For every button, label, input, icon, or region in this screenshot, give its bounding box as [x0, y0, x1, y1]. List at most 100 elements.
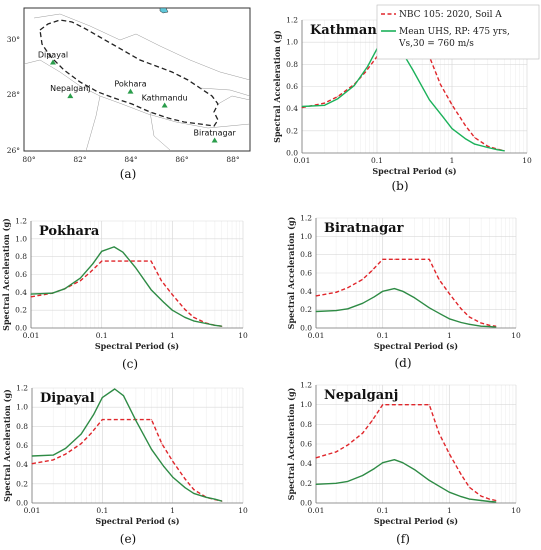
- city-label: Nepalganj: [50, 84, 90, 93]
- legend-box: [376, 4, 540, 60]
- chart-title: Nepalganj: [324, 388, 398, 403]
- data-point-nbc: [480, 495, 482, 497]
- data-point-uhs: [193, 320, 195, 322]
- data-point-nbc: [364, 71, 366, 73]
- data-point-nbc: [438, 278, 440, 280]
- data-point-nbc: [337, 95, 339, 98]
- y-tick-label: 0.6: [286, 82, 298, 91]
- y-tick-label: 0.8: [300, 420, 312, 429]
- map-y-tick: 30°: [7, 35, 21, 44]
- legend: NBC 105: 2020, Soil A Mean UHS, RP: 475 …: [376, 4, 540, 60]
- chart-panel-d: 0.0 0.2 0.4 0.6 0.8 1.0 1.2 0.01 0.1 1 10 Biratnaga…: [286, 214, 521, 371]
- chart-title: Kathmandu: [310, 23, 395, 38]
- x-tick-label: 1: [450, 156, 455, 165]
- y-axis-label: Spectral Acceleration (g): [272, 30, 282, 143]
- data-point-uhs: [367, 65, 369, 68]
- y-axis-label: Spectral Acceleration (g): [1, 218, 11, 331]
- data-point-uhs: [335, 310, 337, 312]
- y-tick-label: 0.0: [15, 324, 27, 333]
- data-point-uhs: [172, 476, 174, 478]
- data-point-nbc: [193, 489, 195, 491]
- data-point-uhs: [64, 288, 66, 290]
- data-point-nbc: [315, 295, 317, 297]
- y-tick-label: 1.2: [16, 384, 28, 393]
- map-x-tick: 84°: [124, 155, 138, 164]
- y-tick-label: 1.0: [300, 232, 312, 241]
- city-marker-icon: [211, 137, 218, 143]
- data-point-uhs: [468, 498, 470, 500]
- x-tick-label: 0.01: [294, 156, 311, 165]
- x-tick-label: 10: [238, 331, 248, 340]
- series-line-uhs: [30, 246, 222, 327]
- caption-f: (f): [396, 532, 410, 546]
- data-point-nbc: [488, 498, 491, 500]
- x-tick-label: 0.1: [371, 156, 383, 165]
- data-point-uhs: [122, 251, 124, 253]
- data-point-nbc: [335, 451, 337, 453]
- data-point-nbc: [184, 478, 186, 480]
- y-axis-label: Spectral Acceleration (g): [286, 216, 296, 329]
- legend-uhs-label-line2: Vs,30 = 760 m/s: [398, 39, 474, 49]
- data-point-nbc: [382, 404, 384, 406]
- caption-c: (c): [122, 357, 138, 371]
- y-tick-label: 0.8: [286, 60, 298, 69]
- data-point-uhs: [51, 292, 53, 294]
- data-point-nbc: [495, 499, 497, 502]
- series-line-nbc: [30, 260, 222, 327]
- data-point-nbc: [301, 107, 303, 109]
- data-point-uhs: [315, 483, 317, 485]
- data-point-uhs: [373, 468, 375, 470]
- data-point-uhs: [214, 498, 216, 500]
- map-y-axis-labels: 30° 28° 26°: [7, 35, 21, 155]
- data-point-uhs: [337, 98, 339, 100]
- data-point-nbc: [52, 459, 54, 461]
- x-tick-label: 0.1: [377, 331, 389, 340]
- caption-e: (e): [120, 532, 136, 546]
- data-point-uhs: [150, 289, 152, 291]
- legend-uhs-label: Mean UHS, RP: 475 yrs,: [399, 27, 510, 37]
- data-point-uhs: [30, 293, 32, 295]
- series-line-nbc: [315, 404, 497, 502]
- data-point-uhs: [440, 486, 442, 488]
- y-tick-label: 1.0: [15, 234, 27, 243]
- x-tick-label: 10: [511, 331, 521, 340]
- x-axis-label: Spectral Period (s): [95, 516, 179, 526]
- data-point-nbc: [172, 460, 174, 462]
- x-tick-label: 10: [511, 506, 521, 515]
- map-x-tick: 80°: [22, 155, 36, 164]
- y-tick-label: 0.6: [16, 441, 28, 450]
- data-point-nbc: [474, 136, 476, 139]
- data-point-uhs: [464, 138, 466, 140]
- y-tick-label: 0.2: [15, 306, 27, 315]
- data-point-uhs: [362, 302, 364, 304]
- y-tick-label: 0.6: [300, 440, 312, 449]
- data-point-uhs: [184, 316, 186, 318]
- data-point-uhs: [347, 308, 349, 310]
- x-axis-label: Spectral Period (s): [374, 516, 458, 526]
- city-marker-icon: [127, 88, 134, 94]
- data-point-uhs: [382, 290, 384, 292]
- data-point-nbc: [448, 453, 450, 455]
- x-axis-label: Spectral Period (s): [372, 166, 456, 176]
- x-tick-label: 0.1: [96, 331, 108, 340]
- nepal-border: [39, 19, 219, 127]
- x-tick-label: 0.01: [308, 331, 325, 340]
- data-point-uhs: [114, 388, 116, 390]
- map-x-tick: 88°: [226, 155, 240, 164]
- data-point-uhs: [393, 288, 395, 290]
- data-point-uhs: [335, 482, 337, 484]
- y-tick-label: 0.6: [300, 269, 312, 278]
- data-point-uhs: [440, 313, 442, 315]
- y-tick-label: 0.4: [300, 287, 312, 296]
- y-tick-label: 1.0: [16, 403, 28, 412]
- data-point-nbc: [114, 419, 116, 421]
- data-point-uhs: [324, 104, 326, 106]
- data-point-nbc: [184, 308, 186, 310]
- x-tick-label: 0.01: [24, 506, 41, 515]
- data-point-uhs: [402, 290, 404, 292]
- data-point-uhs: [413, 297, 416, 299]
- y-tick-label: 0.2: [300, 479, 312, 488]
- data-point-nbc: [393, 404, 395, 406]
- data-point-uhs: [315, 310, 317, 313]
